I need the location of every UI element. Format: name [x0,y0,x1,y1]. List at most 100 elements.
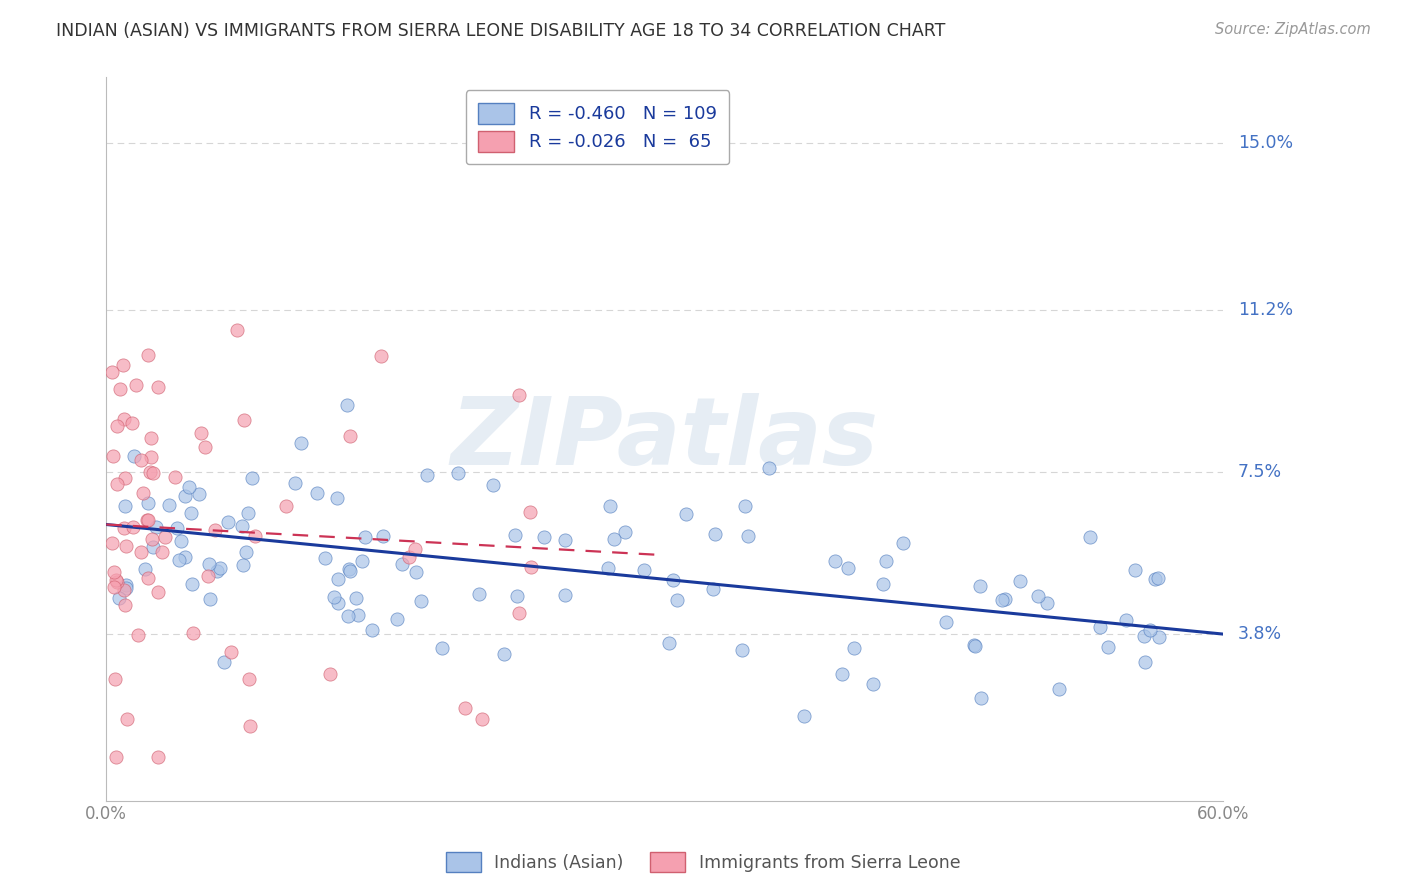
Point [134,562,156,576]
Point [114,539,136,553]
Point [1144,572,1167,586]
Point [214,655,236,669]
Point [1146,571,1168,585]
Point [1123,563,1146,577]
Point [105,419,128,434]
Point [131,544,153,558]
Point [305,486,328,500]
Point [353,530,375,544]
Point [963,638,986,652]
Point [205,564,228,578]
Point [124,378,146,392]
Point [121,417,143,431]
Point [731,643,754,657]
Point [662,573,685,587]
Point [391,557,413,571]
Point [101,449,124,463]
Point [554,588,576,602]
Point [139,465,162,479]
Point [136,348,159,362]
Point [138,513,160,527]
Point [432,641,454,656]
Point [217,515,239,529]
Point [326,573,349,587]
Point [371,529,394,543]
Point [204,523,226,537]
Point [319,666,342,681]
Point [554,533,576,548]
Point [446,467,468,481]
Point [104,573,127,587]
Point [129,453,152,467]
Point [994,592,1017,607]
Text: INDIAN (ASIAN) VS IMMIGRANTS FROM SIERRA LEONE DISABILITY AGE 18 TO 34 CORRELATI: INDIAN (ASIAN) VS IMMIGRANTS FROM SIERRA… [56,22,946,40]
Point [219,645,242,659]
Point [114,470,136,484]
Point [704,527,727,541]
Point [146,380,169,394]
Point [243,529,266,543]
Point [370,349,392,363]
Point [103,580,125,594]
Point [104,672,127,686]
Point [238,506,260,520]
Point [101,536,124,550]
Point [284,476,307,491]
Point [177,480,200,494]
Point [115,577,138,591]
Point [405,565,427,579]
Point [197,569,219,583]
Point [1026,589,1049,603]
Point [963,639,986,653]
Point [613,525,636,540]
Point [346,608,368,623]
Point [658,636,681,650]
Point [842,640,865,655]
Point [235,545,257,559]
Point [1090,620,1112,634]
Point [101,365,124,379]
Point [167,552,190,566]
Point [339,562,361,576]
Point [238,673,260,687]
Point [1147,630,1170,644]
Point [758,461,780,475]
Point [326,491,349,506]
Point [239,719,262,733]
Point [471,712,494,726]
Text: ZIPatlas: ZIPatlas [450,393,879,485]
Point [105,749,128,764]
Point [893,536,915,550]
Point [122,449,145,463]
Text: 15.0%: 15.0% [1237,134,1294,153]
Point [141,431,163,445]
Point [174,549,197,564]
Point [136,571,159,585]
Point [174,489,197,503]
Point [146,584,169,599]
Point [114,582,136,596]
Point [454,701,477,715]
Point [824,553,846,567]
Point [505,589,527,603]
Point [198,558,221,572]
Text: 3.8%: 3.8% [1237,625,1282,643]
Point [240,471,263,485]
Point [508,387,530,401]
Point [112,582,135,597]
Point [233,412,256,426]
Point [103,565,125,579]
Point [603,532,626,546]
Point [339,565,361,579]
Point [339,428,361,442]
Text: Source: ZipAtlas.com: Source: ZipAtlas.com [1215,22,1371,37]
Point [468,587,491,601]
Point [361,623,384,637]
Point [226,323,249,337]
Point [665,593,688,607]
Point [105,476,128,491]
Point [170,534,193,549]
Point [111,359,134,373]
Point [935,615,957,629]
Point [503,528,526,542]
